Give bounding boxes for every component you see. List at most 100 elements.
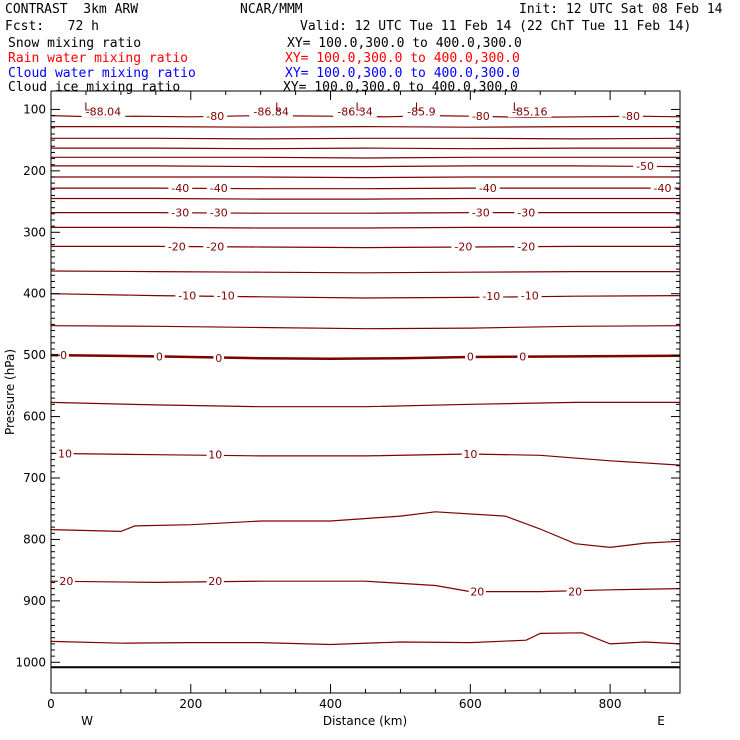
- contour-line-10: [51, 226, 680, 229]
- field-rain-name: Rain water mixing ratio: [8, 51, 189, 66]
- x-tick-label-4: 800: [599, 697, 622, 711]
- contour-line-4: [51, 156, 680, 159]
- y-tick-label-3: 400: [23, 287, 46, 301]
- contour-label-29: 0: [519, 350, 526, 363]
- east-label: E: [657, 714, 665, 728]
- contour-label-17: -20: [168, 240, 186, 253]
- y-tick-label-1: 200: [23, 164, 46, 178]
- contour-label-bg: [81, 105, 126, 118]
- contour-label-bg: [213, 352, 225, 365]
- contour-line-11: [51, 245, 680, 249]
- contour-label-12: -40: [654, 182, 672, 195]
- contour-label-bg: [650, 182, 675, 195]
- contour-label-13: -30: [171, 207, 189, 220]
- contour-label-bg: [619, 110, 643, 123]
- contour-label-bg: [168, 206, 193, 219]
- contour-label-bg: [249, 105, 293, 118]
- contour-label-bg: [451, 240, 476, 253]
- contour-line-1: [51, 125, 680, 128]
- contour-label-bg: [633, 159, 657, 172]
- y-tick-label-4: 500: [23, 348, 46, 362]
- contour-label-bg: [206, 206, 231, 219]
- contour-label-5: -80: [206, 110, 224, 123]
- contour-label-9: -40: [171, 182, 189, 195]
- x-tick-label-3: 600: [459, 697, 482, 711]
- low-marker-1: L: [275, 100, 282, 113]
- contour-label-28: 0: [467, 350, 474, 363]
- center-title: NCAR/MMM: [240, 2, 303, 17]
- contour-label-26: 0: [156, 350, 163, 363]
- contour-label-bg: [206, 575, 224, 588]
- contour-line-8: [51, 197, 680, 200]
- contour-label-36: 20: [568, 586, 582, 599]
- contour-label-bg: [468, 206, 493, 219]
- contour-line-15: [50, 353, 681, 361]
- contour-label-bg: [517, 350, 529, 363]
- contour-label-bg: [333, 105, 377, 118]
- contour-label-bg: [154, 350, 165, 363]
- contour-line-14: [50, 325, 681, 330]
- contour-label-21: -10: [178, 290, 196, 303]
- y-tick-label-8: 900: [23, 594, 46, 608]
- contour-label-bg: [507, 105, 552, 118]
- x-axis-title: Distance (km): [323, 714, 407, 728]
- contour-line-18: [50, 511, 681, 549]
- x-tick-label-2: 400: [319, 697, 342, 711]
- contour-label-bg: [514, 240, 539, 253]
- contour-label-4: -85.16: [512, 105, 547, 118]
- contour-line-16: [50, 401, 680, 408]
- contour-label-bg: [58, 349, 69, 362]
- contour-label-bg: [461, 448, 479, 461]
- contour-label-bg: [479, 290, 504, 303]
- field-snow-xy: XY= 100.0,300.0 to 400.0,300.0: [287, 36, 522, 51]
- contour-label-7: -80: [622, 110, 640, 123]
- x-tick-label-0: 0: [47, 697, 55, 711]
- init-time: Init: 12 UTC Sat 08 Feb 14: [519, 2, 723, 17]
- contour-label-bg: [203, 240, 228, 253]
- contour-label-bg: [517, 289, 542, 302]
- contour-label-bg: [175, 289, 200, 302]
- y-tick-label-2: 300: [23, 225, 46, 239]
- contour-label-bg: [566, 585, 584, 598]
- low-marker-4: L: [513, 100, 520, 113]
- contour-label-8: -50: [636, 160, 654, 173]
- contour-label-bg: [206, 448, 224, 461]
- contour-label-bg: [203, 110, 228, 123]
- contour-label-34: 20: [208, 575, 222, 588]
- contour-label-bg: [402, 105, 440, 118]
- contour-label-10: -40: [210, 182, 228, 195]
- y-axis-title: Pressure (hPa): [3, 349, 17, 435]
- contour-label-bg: [164, 240, 189, 253]
- valid-time: Valid: 12 UTC Tue 11 Feb 14 (22 ChT Tue …: [300, 19, 692, 34]
- contour-label-27: 0: [215, 352, 222, 365]
- field-rain-xy: XY= 100.0,300.0 to 400.0,300.0: [285, 51, 520, 66]
- low-marker-2: L: [355, 100, 362, 113]
- contour-line-7: [51, 187, 680, 190]
- contour-label-bg: [57, 575, 75, 588]
- contour-label-bg: [514, 206, 539, 219]
- y-tick-label-7: 800: [23, 532, 46, 546]
- low-marker-3: L: [415, 100, 422, 113]
- contour-label-31: 10: [208, 449, 222, 462]
- contour-label-20: -20: [517, 240, 535, 253]
- low-marker-0: L: [84, 100, 91, 113]
- contour-line-13: [50, 293, 681, 299]
- contour-line-9: [51, 212, 680, 214]
- contour-label-14: -30: [210, 207, 228, 220]
- field-cloudwater-name: Cloud water mixing ratio: [8, 66, 196, 81]
- contour-line-12: [50, 270, 680, 274]
- contour-line-6: [51, 176, 680, 179]
- contour-label-6: -80: [472, 110, 490, 123]
- contour-label-bg: [168, 182, 193, 195]
- contour-line-5: [51, 165, 681, 168]
- y-tick-label-9: 1000: [15, 655, 46, 669]
- contour-label-16: -30: [517, 207, 535, 220]
- field-cloudwater-xy: XY= 100.0,300.0 to 400.0,300.0: [285, 66, 520, 81]
- contour-label-bg: [465, 350, 476, 363]
- contour-label-bg: [475, 182, 500, 195]
- contour-label-23: -10: [482, 290, 500, 303]
- forecast-hour: Fcst: 72 h: [5, 19, 99, 34]
- contour-label-30: 10: [58, 447, 72, 460]
- y-tick-label-0: 100: [23, 102, 46, 116]
